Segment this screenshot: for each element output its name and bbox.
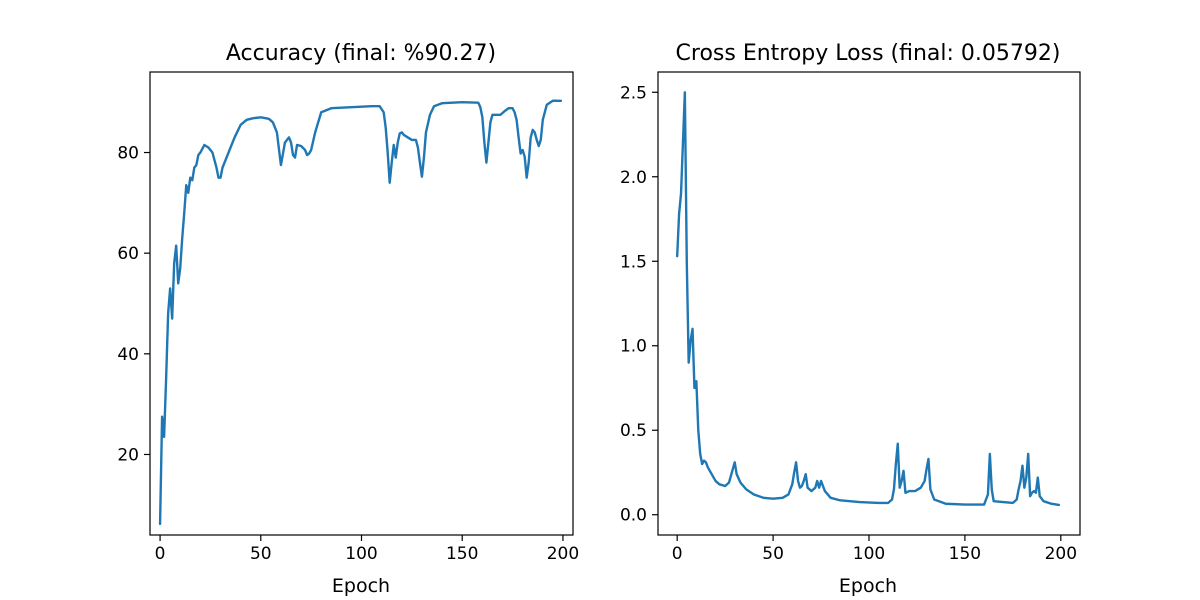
loss-x-tick-label: 100 xyxy=(853,544,885,564)
accuracy-y-tick-label: 20 xyxy=(117,445,139,465)
accuracy-plot-area xyxy=(158,99,563,526)
accuracy-x-tick-label: 50 xyxy=(250,544,272,564)
accuracy-x-axis-label: Epoch xyxy=(332,575,390,597)
accuracy-x-tick-label: 0 xyxy=(155,544,166,564)
accuracy-axes-frame xyxy=(149,71,574,536)
loss-x-tick-label: 150 xyxy=(949,544,981,564)
loss-ticks: 0 50 100 150 200 0.0 0.5 1.0 1.5 2.0 2.5 xyxy=(620,83,1077,564)
loss-x-tick-label: 50 xyxy=(762,544,784,564)
accuracy-y-tick-label: 60 xyxy=(117,244,139,264)
accuracy-y-tick-label: 40 xyxy=(117,345,139,365)
loss-y-tick-label: 1.0 xyxy=(620,337,647,357)
accuracy-ticks: 0 50 100 150 200 20 40 60 80 xyxy=(117,144,579,564)
loss-panel: Cross Entropy Loss (final: 0.05792) 0 50 1… xyxy=(620,41,1081,597)
loss-axes-frame xyxy=(657,71,1081,536)
loss-y-tick-label: 1.5 xyxy=(620,252,647,272)
loss-y-tick-label: 0.5 xyxy=(620,421,647,441)
loss-title: Cross Entropy Loss (final: 0.05792) xyxy=(676,41,1061,66)
loss-y-tick-label: 2.0 xyxy=(620,168,647,188)
loss-x-tick-label: 200 xyxy=(1045,544,1077,564)
accuracy-x-tick-label: 150 xyxy=(446,544,478,564)
loss-y-tick-label: 0.0 xyxy=(620,506,647,526)
accuracy-title: Accuracy (final: %90.27) xyxy=(226,41,496,66)
loss-x-axis-label: Epoch xyxy=(839,575,897,597)
loss-y-tick-label: 2.5 xyxy=(620,83,647,103)
loss-plot-area xyxy=(675,91,1061,507)
loss-series-line xyxy=(675,91,1061,507)
accuracy-series-line xyxy=(158,99,563,526)
accuracy-panel: Accuracy (final: %90.27) 0 50 100 150 200 20 4… xyxy=(117,41,579,597)
accuracy-x-tick-label: 200 xyxy=(547,544,579,564)
accuracy-x-tick-label: 100 xyxy=(345,544,377,564)
loss-x-tick-label: 0 xyxy=(672,544,683,564)
accuracy-y-tick-label: 80 xyxy=(117,144,139,164)
